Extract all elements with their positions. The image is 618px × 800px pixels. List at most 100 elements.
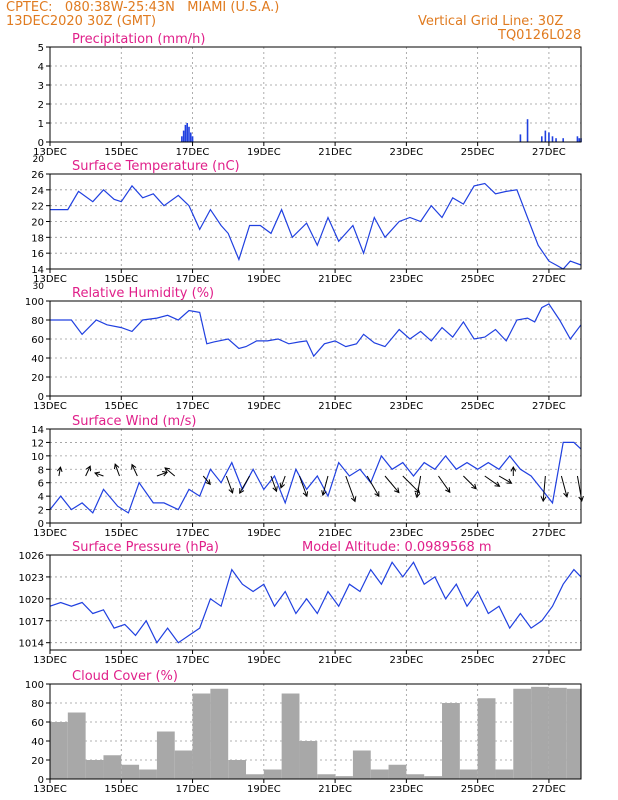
wind-arrow (164, 467, 176, 477)
x-tick-label: 15DEC (104, 655, 138, 666)
cloud-bar (406, 774, 425, 779)
precip-bar (540, 136, 543, 142)
wind-arrow-head (272, 486, 278, 493)
wind-arrow-head (510, 465, 517, 472)
precip-bar (519, 134, 522, 142)
x-tick-label: 15DEC (104, 784, 138, 795)
y-label-extra: 20 (33, 155, 45, 165)
panel-frame (49, 300, 582, 397)
wind-arrow (225, 475, 234, 494)
precip-bar (555, 138, 557, 142)
wind-arrow-head (113, 463, 120, 470)
x-tick-label: 21DEC (318, 274, 352, 285)
x-tick-label: 13DEC (33, 147, 67, 158)
wind-arrow-head (540, 496, 547, 503)
wind-arrow (131, 464, 138, 477)
x-tick-label: 13DEC (33, 528, 67, 539)
precip-bar (578, 138, 581, 142)
cloud-bar (317, 774, 336, 779)
x-tick-label: 21DEC (318, 528, 352, 539)
y-tick-label: 40 (31, 737, 44, 748)
y-tick-label: 4 (38, 62, 44, 73)
precip-bar (182, 130, 185, 142)
y-tick-label: 0 (38, 392, 44, 403)
wind-arrow-head (350, 496, 357, 503)
x-tick-label: 19DEC (247, 401, 281, 412)
precip-bar (562, 138, 564, 142)
wind-arrow (384, 475, 400, 493)
cloud-bar (335, 776, 353, 779)
precip-bar (189, 132, 192, 142)
precip-bar (191, 136, 194, 142)
wind-arrow (498, 475, 512, 484)
x-tick-label: 15DEC (104, 274, 138, 285)
cloud-bar (513, 688, 532, 779)
wind-arrow (402, 475, 420, 493)
panel-title: Surface Temperature (nC) (72, 159, 240, 174)
x-tick-label: 13DEC (33, 401, 67, 412)
x-tick-label: 19DEC (247, 655, 281, 666)
header-line2: 13DEC2020 30Z (GMT) (6, 14, 157, 29)
wind-arrow (58, 467, 61, 477)
wind-arrow-head (205, 479, 211, 486)
header-line1: CPTEC: 080:38W-25:43N MIAMI (U.S.A.) (6, 0, 280, 15)
y-tick-label: 3 (38, 81, 44, 92)
x-tick-label: 17DEC (176, 528, 210, 539)
series-line (50, 182, 582, 270)
y-tick-label: 60 (31, 335, 44, 346)
y-tick-label: 80 (31, 316, 44, 327)
wind-arrow-head (494, 481, 501, 487)
wind-arrow (280, 475, 286, 489)
x-tick-label: 21DEC (318, 147, 352, 158)
y-tick-label: 24 (31, 186, 44, 197)
y-tick-label: 80 (31, 699, 44, 710)
wind-arrow (438, 475, 451, 493)
panel-frame (49, 173, 582, 270)
x-tick-label: 23DEC (390, 784, 424, 795)
wind-arrow (85, 466, 91, 477)
x-tick-label: 19DEC (247, 528, 281, 539)
wind-arrow (484, 475, 500, 487)
y-tick-label: 12 (31, 438, 44, 449)
wind-arrow-head (131, 463, 137, 470)
x-tick-label: 21DEC (318, 655, 352, 666)
y-tick-label: 0 (38, 775, 44, 786)
precip-bar (544, 130, 547, 142)
y-tick-label: 1026 (19, 551, 44, 562)
y-tick-label: 18 (31, 233, 44, 244)
wind-arrow-head (94, 471, 101, 478)
wind-arrow-head (279, 482, 285, 489)
x-tick-label: 13DEC (33, 655, 67, 666)
cloud-bar (548, 687, 567, 779)
x-tick-label: 23DEC (390, 655, 424, 666)
precip-bar (526, 119, 529, 142)
wind-arrow-head (164, 467, 171, 473)
x-tick-label: 27DEC (532, 147, 566, 158)
wind-arrow-head (414, 492, 421, 499)
series-line (49, 561, 582, 644)
y-tick-label: 4 (38, 492, 44, 503)
panel-title: Surface Wind (m/s) (72, 414, 196, 429)
x-tick-label: 13DEC (33, 784, 67, 795)
x-tick-label: 23DEC (390, 147, 424, 158)
cloud-bar (299, 741, 318, 779)
x-tick-label: 17DEC (176, 784, 210, 795)
series-line (49, 441, 582, 514)
wind-arrow (463, 475, 477, 490)
wind-arrow-head (445, 487, 451, 494)
cloud-bar (531, 686, 549, 779)
x-tick-label: 25DEC (461, 528, 495, 539)
wind-arrow-head (578, 495, 584, 502)
x-tick-label: 13DEC (33, 274, 67, 285)
y-tick-label: 1020 (19, 595, 44, 606)
wind-arrow-head (563, 491, 569, 498)
cloud-bar (121, 764, 140, 779)
wind-arrow-head (321, 490, 327, 497)
y-tick-label: 20 (31, 373, 44, 384)
panel-title: Relative Humidity (%) (72, 286, 214, 301)
x-tick-label: 15DEC (104, 147, 138, 158)
x-tick-label: 23DEC (390, 528, 424, 539)
wind-arrow-head (228, 487, 234, 494)
cloud-bar (424, 776, 443, 779)
